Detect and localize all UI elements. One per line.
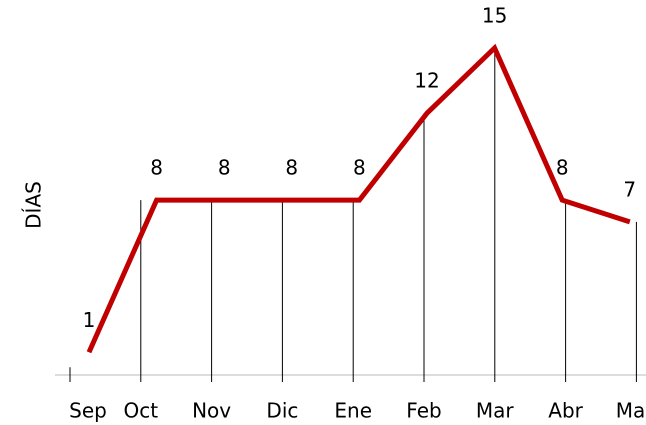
x-tick-label: Abr	[548, 399, 583, 423]
x-tick-label: Ene	[334, 399, 372, 423]
data-label: 8	[218, 156, 231, 180]
data-label: 12	[414, 69, 439, 93]
x-tick-label: Oct	[124, 399, 159, 423]
data-label: 15	[482, 4, 507, 28]
x-tick-label: Mar	[476, 399, 515, 423]
data-label: 8	[353, 156, 366, 180]
x-tick-label: May	[616, 399, 646, 423]
x-tick-label: Dic	[266, 399, 298, 423]
data-line	[86, 43, 631, 354]
data-label: 1	[83, 308, 96, 332]
x-tick-label: Nov	[192, 399, 231, 423]
x-tick-label: Feb	[406, 399, 441, 423]
data-label: 8	[556, 156, 569, 180]
x-tick-label: Sep	[69, 399, 107, 423]
data-label: 8	[150, 156, 163, 180]
data-label: 8	[285, 156, 298, 180]
y-axis-label: DÍAS	[22, 181, 46, 229]
data-label: 7	[623, 177, 636, 201]
